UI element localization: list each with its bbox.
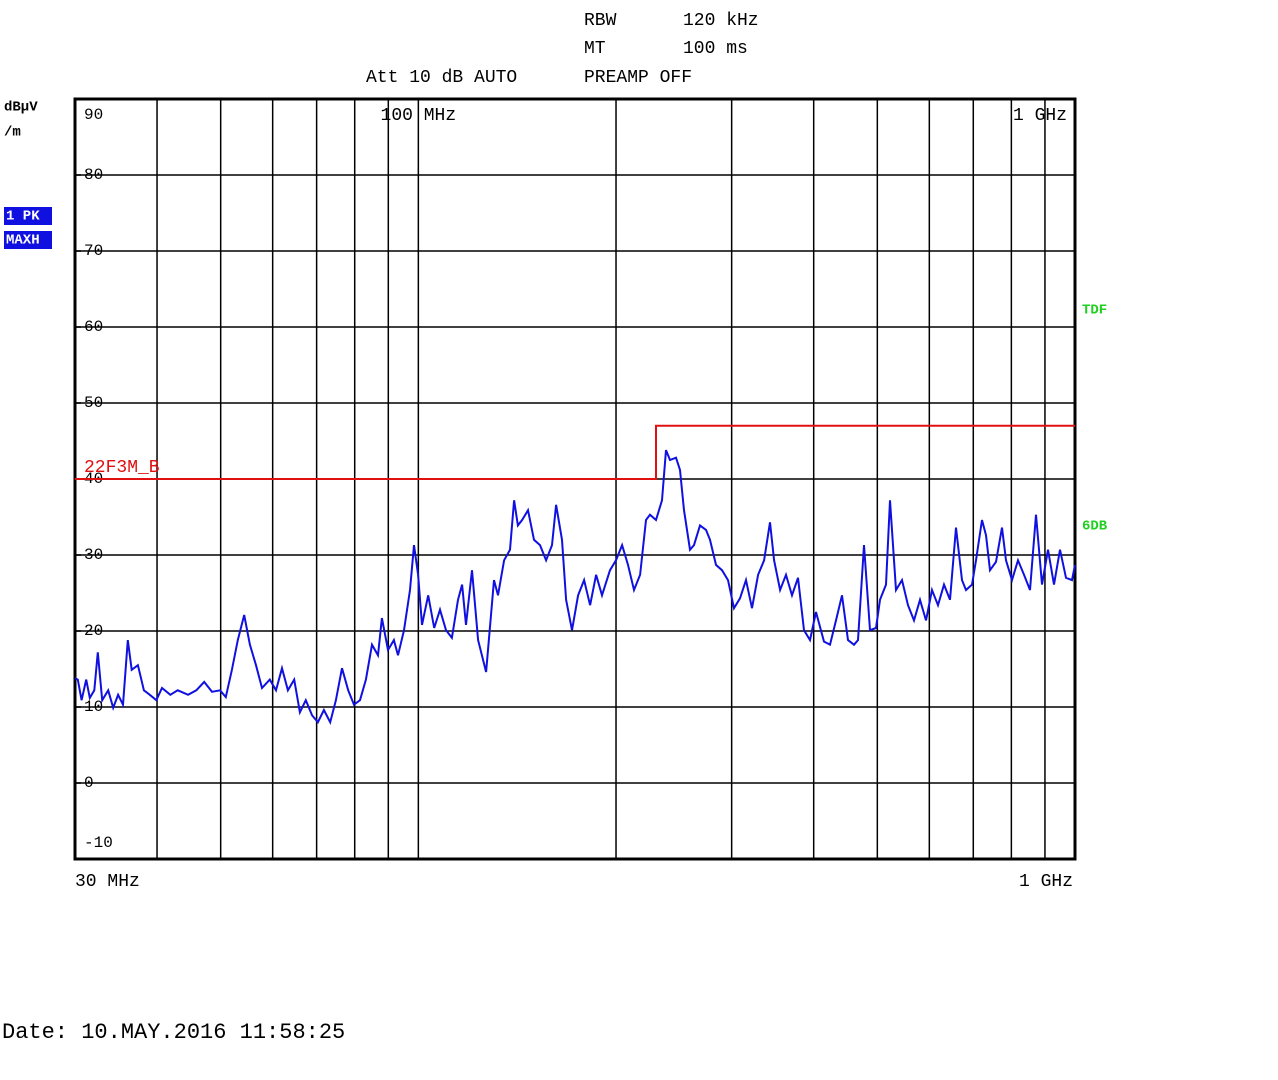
trace <box>75 424 1075 480</box>
att: Att 10 dB AUTO <box>366 68 517 88</box>
y-tick-label: 20 <box>84 622 103 640</box>
rbw-label: RBW <box>584 11 617 31</box>
y-tick-label: 60 <box>84 318 103 336</box>
y-unit: /m <box>4 125 21 141</box>
badge-text: MAXH <box>6 233 40 249</box>
badge-text: 1 PK <box>6 209 40 225</box>
x-tick-label: 100 MHz <box>381 106 457 126</box>
y-tick-label: 50 <box>84 394 103 412</box>
y-tick-label: 0 <box>84 774 94 792</box>
y-tick-label: 30 <box>84 546 103 564</box>
side-label: 6DB <box>1082 519 1108 535</box>
preamp: PREAMP OFF <box>584 68 692 88</box>
mt-label: MT <box>584 39 606 59</box>
y-tick-label: 10 <box>84 698 103 716</box>
y-tick-label: -10 <box>84 834 113 852</box>
stop-label: 1 GHz <box>1019 872 1073 892</box>
trace <box>74 449 1076 725</box>
side-label: TDF <box>1082 303 1107 319</box>
date: Date: 10.MAY.2016 11:58:25 <box>2 1020 345 1045</box>
x-tick-label: 1 GHz <box>1013 106 1067 126</box>
badge <box>4 231 52 249</box>
limit-label: 22F3M_B <box>84 458 160 478</box>
y-tick-label: 70 <box>84 242 103 260</box>
y-tick-label: 90 <box>84 106 103 124</box>
start-label: 30 MHz <box>75 872 140 892</box>
mt-value: 100 ms <box>683 39 748 59</box>
y-tick-label: 80 <box>84 166 103 184</box>
badge <box>4 207 52 225</box>
y-unit: dBµV <box>4 100 38 116</box>
rbw-value: 120 kHz <box>683 11 759 31</box>
